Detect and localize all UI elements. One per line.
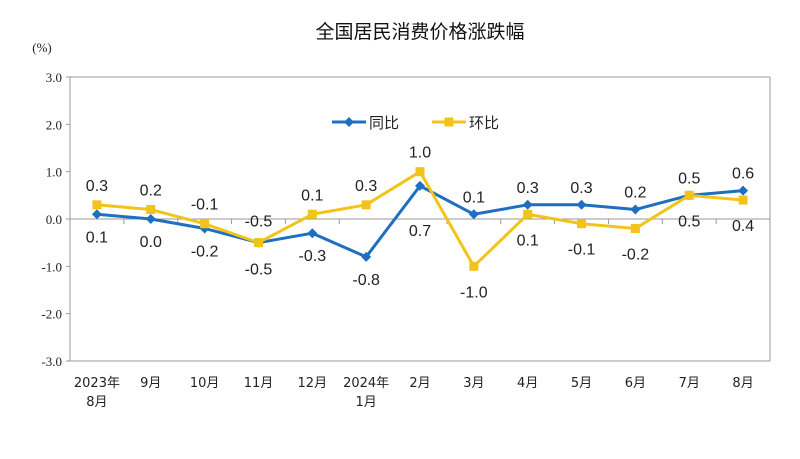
data-point-square	[92, 200, 102, 210]
x-tick-label: 9月	[140, 376, 161, 391]
data-point-square	[469, 261, 479, 271]
data-label: 0.0	[140, 234, 162, 251]
data-point-square	[415, 167, 425, 177]
data-point-diamond	[91, 209, 102, 220]
data-label: -1.0	[460, 284, 488, 301]
data-label: 0.5	[678, 170, 700, 187]
x-tick-label: 8月	[732, 376, 753, 391]
data-point-square	[630, 223, 640, 233]
x-tick-label: 5月	[571, 376, 592, 391]
data-point-diamond	[738, 185, 749, 196]
legend-marker-square	[444, 117, 454, 127]
data-point-square	[200, 219, 210, 229]
data-label: -0.5	[245, 214, 273, 231]
data-label: 0.2	[624, 185, 646, 202]
y-tick-label: -1.0	[41, 259, 62, 274]
legend-label: 环比	[469, 114, 499, 132]
data-label: -0.3	[299, 248, 327, 265]
data-point-diamond	[415, 180, 425, 191]
y-tick-label: 3.0	[46, 70, 62, 85]
data-label: -0.8	[352, 272, 380, 289]
data-point-square	[361, 200, 371, 210]
x-tick-label: 6月	[625, 376, 646, 391]
y-tick-label: 1.0	[46, 165, 62, 180]
data-point-square	[684, 190, 694, 200]
data-point-square	[146, 205, 156, 215]
data-label: 0.3	[355, 178, 377, 195]
x-tick-label: 2024年	[343, 376, 389, 391]
x-tick-label: 1月	[356, 395, 377, 410]
x-tick-label: 12月	[298, 376, 328, 391]
x-tick-label: 4月	[517, 376, 538, 391]
data-point-square	[577, 219, 587, 229]
data-label: 0.1	[463, 189, 485, 206]
data-point-diamond	[145, 214, 156, 224]
y-tick-label: 2.0	[46, 117, 62, 132]
data-point-square	[738, 195, 748, 205]
x-tick-label: 2月	[409, 376, 430, 391]
x-tick-label: 7月	[679, 376, 700, 391]
data-point-square	[307, 209, 317, 219]
data-label: 0.3	[86, 178, 108, 195]
x-tick-label: 3月	[463, 376, 484, 391]
data-label: 0.3	[517, 180, 539, 197]
data-label: 0.5	[678, 213, 700, 230]
x-tick-label: 11月	[244, 376, 274, 391]
data-label: -0.5	[245, 262, 273, 279]
x-tick-label: 2023年	[74, 376, 120, 391]
data-point-diamond	[361, 251, 372, 262]
data-label: 0.4	[732, 218, 754, 235]
data-label: -0.1	[191, 197, 219, 214]
data-label: 0.1	[301, 187, 323, 204]
data-label: 0.1	[517, 232, 539, 249]
data-label: 1.0	[409, 145, 431, 162]
x-tick-label: 10月	[190, 376, 220, 391]
data-label: 0.3	[570, 180, 592, 197]
y-tick-label: -3.0	[41, 354, 62, 369]
data-label: 0.7	[409, 223, 431, 240]
data-point-diamond	[630, 204, 641, 215]
y-tick-label: -2.0	[41, 307, 62, 322]
y-axis-unit: (%)	[32, 40, 52, 55]
legend-label: 同比	[369, 114, 399, 132]
y-tick-label: 0.0	[46, 212, 62, 227]
chart-title: 全国居民消费价格涨跌幅	[315, 21, 524, 43]
data-point-diamond	[522, 199, 533, 210]
data-point-diamond	[307, 228, 318, 239]
data-label: 0.2	[140, 183, 162, 200]
data-point-square	[253, 238, 263, 248]
legend-marker-diamond	[344, 117, 354, 127]
data-label: 0.6	[732, 166, 754, 183]
data-label: -0.2	[622, 246, 650, 263]
data-label: -0.1	[568, 242, 596, 259]
data-point-square	[523, 209, 533, 219]
x-tick-label: 8月	[86, 395, 107, 410]
data-point-diamond	[576, 199, 587, 210]
data-point-diamond	[468, 209, 479, 220]
data-label: -0.2	[191, 243, 219, 260]
data-label: 0.1	[86, 229, 108, 246]
